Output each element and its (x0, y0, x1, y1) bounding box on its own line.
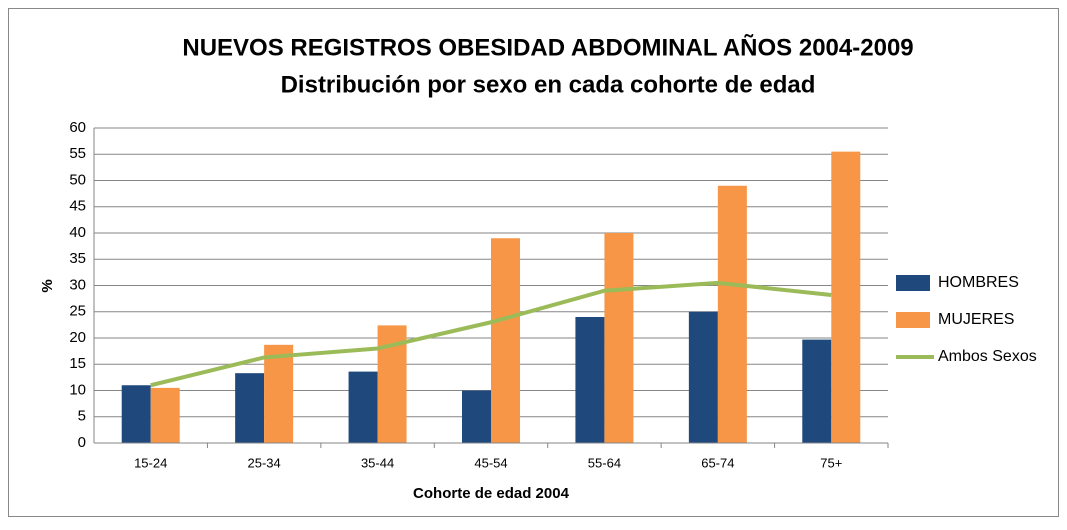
bar (575, 317, 605, 443)
legend-label: MUJERES (938, 311, 1014, 328)
y-tick-label: 5 (78, 408, 86, 425)
chart-title: NUEVOS REGISTROS OBESIDAD ABDOMINAL AÑOS… (182, 33, 913, 61)
bar (121, 385, 151, 443)
line (150, 280, 832, 388)
x-tick-label: 75+ (820, 455, 842, 470)
y-tick-label: 20 (69, 329, 86, 346)
y-tick-label: 35 (69, 250, 86, 267)
legend-swatch (896, 275, 930, 291)
x-tick-label: 15-24 (134, 455, 167, 470)
bar (491, 238, 520, 443)
bar (802, 339, 832, 443)
x-tick-label: 55-64 (588, 455, 621, 470)
y-tick-label: 25 (69, 303, 86, 320)
bar (348, 371, 378, 443)
y-tick-label: 55 (69, 145, 86, 162)
y-tick-label: 0 (78, 434, 86, 451)
x-tick-label: 25-34 (248, 455, 281, 470)
x-tick-label: 35-44 (361, 455, 394, 470)
x-tick-label: 45-54 (474, 455, 507, 470)
bar (604, 233, 634, 443)
bar (264, 344, 294, 443)
chart-frame (8, 8, 1059, 517)
bar (717, 185, 747, 443)
legend-label: Ambos Sexos (938, 348, 1037, 365)
y-tick-label: 60 (69, 119, 86, 136)
legend-swatch (896, 312, 930, 328)
y-tick-label: 30 (69, 276, 86, 293)
x-axis-label: Cohorte de edad 2004 (413, 485, 570, 502)
bar (235, 373, 265, 443)
bar (462, 390, 491, 443)
y-tick-label: 15 (69, 355, 86, 372)
chart-subtitle: Distribución por sexo en cada cohorte de… (281, 71, 816, 98)
legend-label: HOMBRES (938, 274, 1019, 291)
y-axis-label: % (39, 279, 56, 292)
y-tick-label: 50 (69, 171, 86, 188)
x-tick-label: 65-74 (701, 455, 734, 470)
y-tick-label: 40 (69, 224, 86, 241)
bar (831, 151, 861, 443)
y-tick-label: 45 (69, 198, 86, 215)
bar (150, 387, 180, 443)
bar (688, 311, 718, 443)
y-tick-label: 10 (69, 381, 86, 398)
